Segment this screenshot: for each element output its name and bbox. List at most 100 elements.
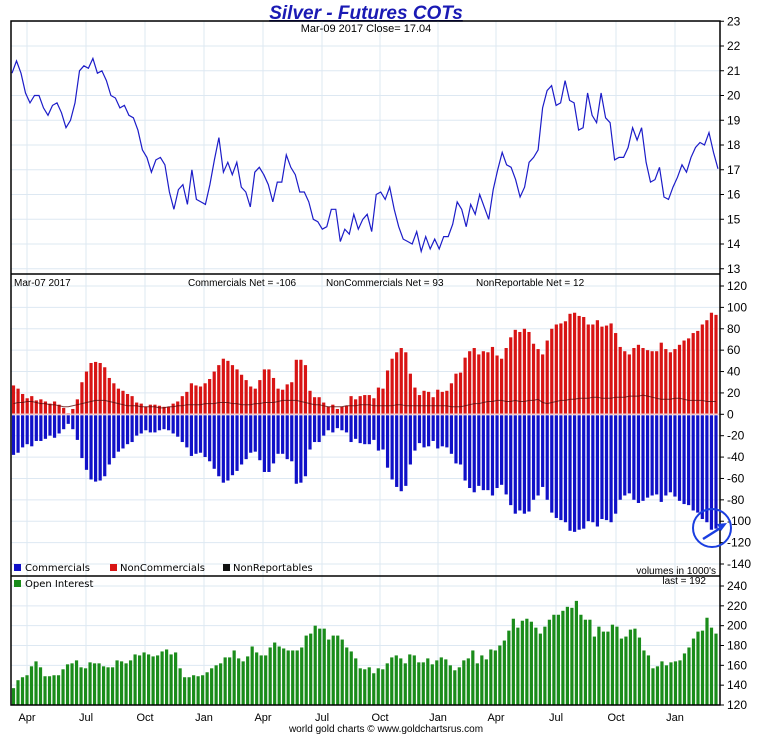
- open-interest-bar: [628, 629, 633, 705]
- noncommercials-bar: [682, 340, 686, 415]
- noncommercials-bar: [153, 404, 157, 415]
- open-interest-bar: [399, 658, 403, 705]
- open-interest-bar: [232, 650, 236, 705]
- noncommercials-bar: [677, 344, 682, 415]
- open-interest-bar: [70, 663, 74, 705]
- noncommercials-bar: [89, 362, 93, 415]
- noncommercials-bar: [75, 399, 79, 415]
- noncommercials-bar: [454, 373, 458, 415]
- noncommercials-bar: [577, 315, 581, 415]
- noncommercials-bar: [171, 403, 175, 415]
- y-tick-label: 20: [727, 89, 741, 103]
- commercials-bar: [162, 415, 166, 430]
- noncommercials-bar: [440, 391, 444, 415]
- commercials-bar: [176, 415, 180, 437]
- open-interest-bar: [128, 660, 133, 705]
- y-tick-label: 200: [727, 619, 747, 633]
- commercials-bar: [481, 415, 485, 491]
- noncommercials-bar: [322, 402, 326, 415]
- commercials-bar: [262, 415, 266, 472]
- commercials-bar: [208, 415, 212, 462]
- noncommercials-bar: [604, 325, 609, 415]
- open-interest-bar: [655, 666, 660, 705]
- noncommercials-bar: [125, 393, 130, 415]
- noncommercials-bar: [162, 406, 166, 415]
- noncommercials-bar: [408, 373, 412, 415]
- open-interest-bar: [16, 680, 20, 705]
- open-interest-bar: [394, 655, 398, 705]
- commercials-bar: [477, 415, 481, 486]
- commercials-bar: [276, 415, 280, 454]
- open-interest-bar: [597, 626, 601, 705]
- x-tick-label: Jan: [429, 712, 447, 724]
- x-tick-label: Apr: [254, 712, 271, 724]
- open-interest-bar: [678, 660, 682, 705]
- commercials-bar: [166, 415, 171, 431]
- commercials-bar: [89, 415, 93, 480]
- commercials-bar: [376, 415, 381, 451]
- commercials-bar: [714, 415, 718, 529]
- noncommercials-bar: [486, 352, 490, 415]
- commercials-bar: [358, 415, 362, 444]
- noncommercials-bar: [641, 348, 645, 415]
- noncommercials-bar: [116, 388, 121, 415]
- noncommercials-bar: [212, 371, 216, 415]
- x-tick-label: Jan: [195, 712, 213, 724]
- noncommercials-bar: [477, 354, 481, 415]
- grid-lines: [11, 20, 720, 705]
- y-tick-label: 15: [727, 212, 741, 226]
- open-interest-bar: [169, 654, 173, 705]
- commercials-bar: [531, 415, 536, 500]
- commercials-bar: [604, 415, 609, 521]
- open-interest-bar: [471, 650, 475, 705]
- commercials-bar: [271, 415, 276, 464]
- y-tick-label: 23: [727, 14, 741, 28]
- x-tick-label: Jul: [79, 712, 93, 724]
- open-interest-bar: [538, 633, 542, 705]
- open-interest-bar: [502, 640, 506, 705]
- noncommercials-bar: [130, 396, 134, 415]
- commercials-bar: [614, 415, 618, 514]
- open-interest-bar: [403, 663, 407, 705]
- legend-swatch-noncommercials: [110, 564, 117, 571]
- commercials-bar: [490, 415, 495, 496]
- commercials-bar: [509, 415, 513, 506]
- price-line: [11, 56, 719, 254]
- commercials-bar: [390, 415, 394, 480]
- commercials-bar: [627, 415, 631, 494]
- y-tick-label: -40: [727, 450, 745, 464]
- open-interest-bar: [286, 650, 290, 705]
- open-interest-bar: [705, 617, 709, 705]
- noncommercials-bar: [714, 314, 718, 415]
- open-interest-bar: [624, 636, 628, 705]
- commercials-bar: [294, 415, 298, 484]
- open-interest-bar: [426, 658, 430, 705]
- noncommercials-bar: [705, 320, 709, 415]
- y-tick-label: 19: [727, 113, 741, 127]
- open-interest-bar: [525, 618, 529, 705]
- commercials-bar: [454, 415, 458, 464]
- open-interest-bar: [516, 627, 520, 705]
- commercials-bar: [641, 415, 645, 501]
- noncommercials-bar: [103, 367, 107, 415]
- open-interest-bar: [543, 626, 547, 705]
- commercials-bar: [203, 415, 207, 458]
- open-interest-bar: [691, 638, 696, 705]
- commercials-bar: [395, 415, 399, 487]
- noncommercials-bar: [563, 321, 568, 415]
- commercials-bar: [618, 415, 622, 500]
- noncommercials-bar: [135, 402, 139, 415]
- commercials-bar: [495, 415, 499, 489]
- commercials-bar: [404, 415, 408, 486]
- noncommercials-bar: [189, 383, 194, 415]
- noncommercials-bar: [180, 396, 184, 415]
- commercials-bar: [431, 415, 435, 441]
- noncommercials-bar: [527, 331, 531, 415]
- noncommercials-bar: [668, 352, 672, 415]
- open-interest-bar: [682, 653, 687, 705]
- open-interest-bar: [633, 628, 637, 705]
- commercials-bar: [568, 415, 572, 531]
- open-interest-bar: [79, 667, 83, 705]
- noncommercials-bar: [317, 397, 321, 415]
